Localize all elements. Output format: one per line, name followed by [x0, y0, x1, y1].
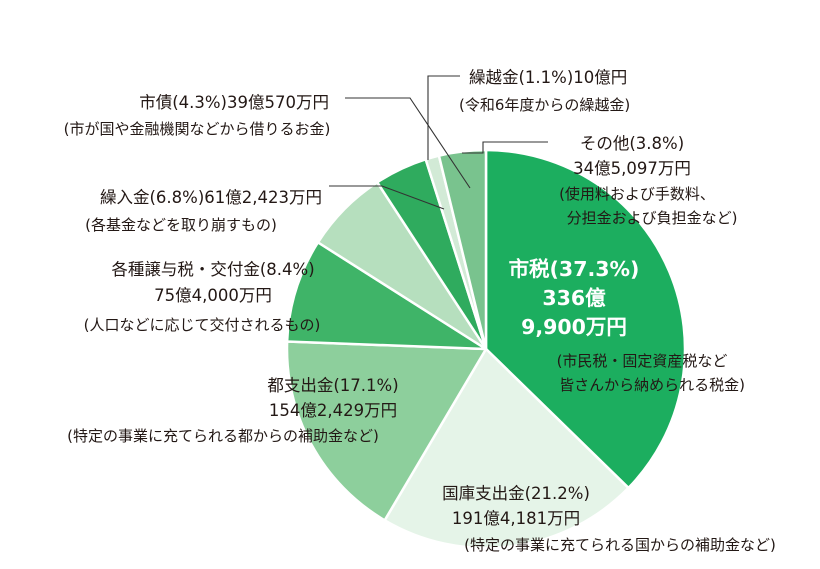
- slice-label-6-line-0: 繰越金(1.1%)10億円: [469, 68, 627, 87]
- slice-label-7-line-3: 分担金および負担金など): [567, 209, 738, 227]
- slice-label-0-line-0: 市税(37.3%): [509, 257, 640, 281]
- leader-line-7: [462, 141, 548, 154]
- slice-label-3-line-1: 75億4,000万円: [154, 286, 272, 305]
- slice-label-2-line-2: (特定の事業に充てられる都からの補助金など): [67, 427, 379, 445]
- pie-slice-2: [285, 340, 488, 522]
- slice-label-5-line-1: (市が国や金融機関などから借りるお金): [64, 120, 331, 138]
- slice-label-7-line-0: その他(3.8%): [580, 134, 684, 153]
- slice-label-3-line-2: (人口などに応じて交付されるもの): [84, 316, 321, 334]
- slice-label-4-line-0: 繰入金(6.8%)61億2,423万円: [100, 188, 322, 207]
- slice-label-3-line-0: 各種譲与税・交付金(8.4%): [111, 260, 314, 279]
- slice-label-0-line-3: (市民税・固定資産税など: [557, 352, 728, 370]
- pie-slice-1: [383, 347, 630, 550]
- slice-label-5-line-0: 市債(4.3%)39億570万円: [139, 93, 329, 112]
- slice-label-1-line-1: 191億4,181万円: [452, 509, 580, 528]
- slice-label-2-line-1: 154億2,429万円: [269, 401, 397, 420]
- slice-label-4-line-1: (各基金などを取り崩すもの): [85, 216, 277, 234]
- slice-label-0-line-1: 336億: [542, 286, 606, 310]
- leader-line-6: [427, 75, 460, 160]
- slice-label-1-line-0: 国庫支出金(21.2%): [442, 484, 590, 503]
- leader-line-4: [329, 185, 445, 210]
- slice-label-2-line-0: 都支出金(17.1%): [267, 376, 398, 395]
- slice-label-1-line-2: (特定の事業に充てられる国からの補助金など): [464, 536, 776, 554]
- pie-slice-7: [437, 148, 488, 351]
- slice-label-0-line-4: 皆さんから納められる税金): [559, 376, 745, 394]
- slice-label-6-line-1: (令和6年度からの繰越金): [459, 96, 630, 114]
- slice-label-7-line-2: (使用料および手数料、: [559, 185, 715, 203]
- pie-slice-3: [285, 241, 488, 351]
- slice-label-7-line-1: 34億5,097万円: [573, 159, 691, 178]
- pie-slice-0: [484, 148, 687, 490]
- slice-label-0-line-2: 9,900万円: [521, 315, 627, 339]
- leader-line-5: [345, 97, 471, 189]
